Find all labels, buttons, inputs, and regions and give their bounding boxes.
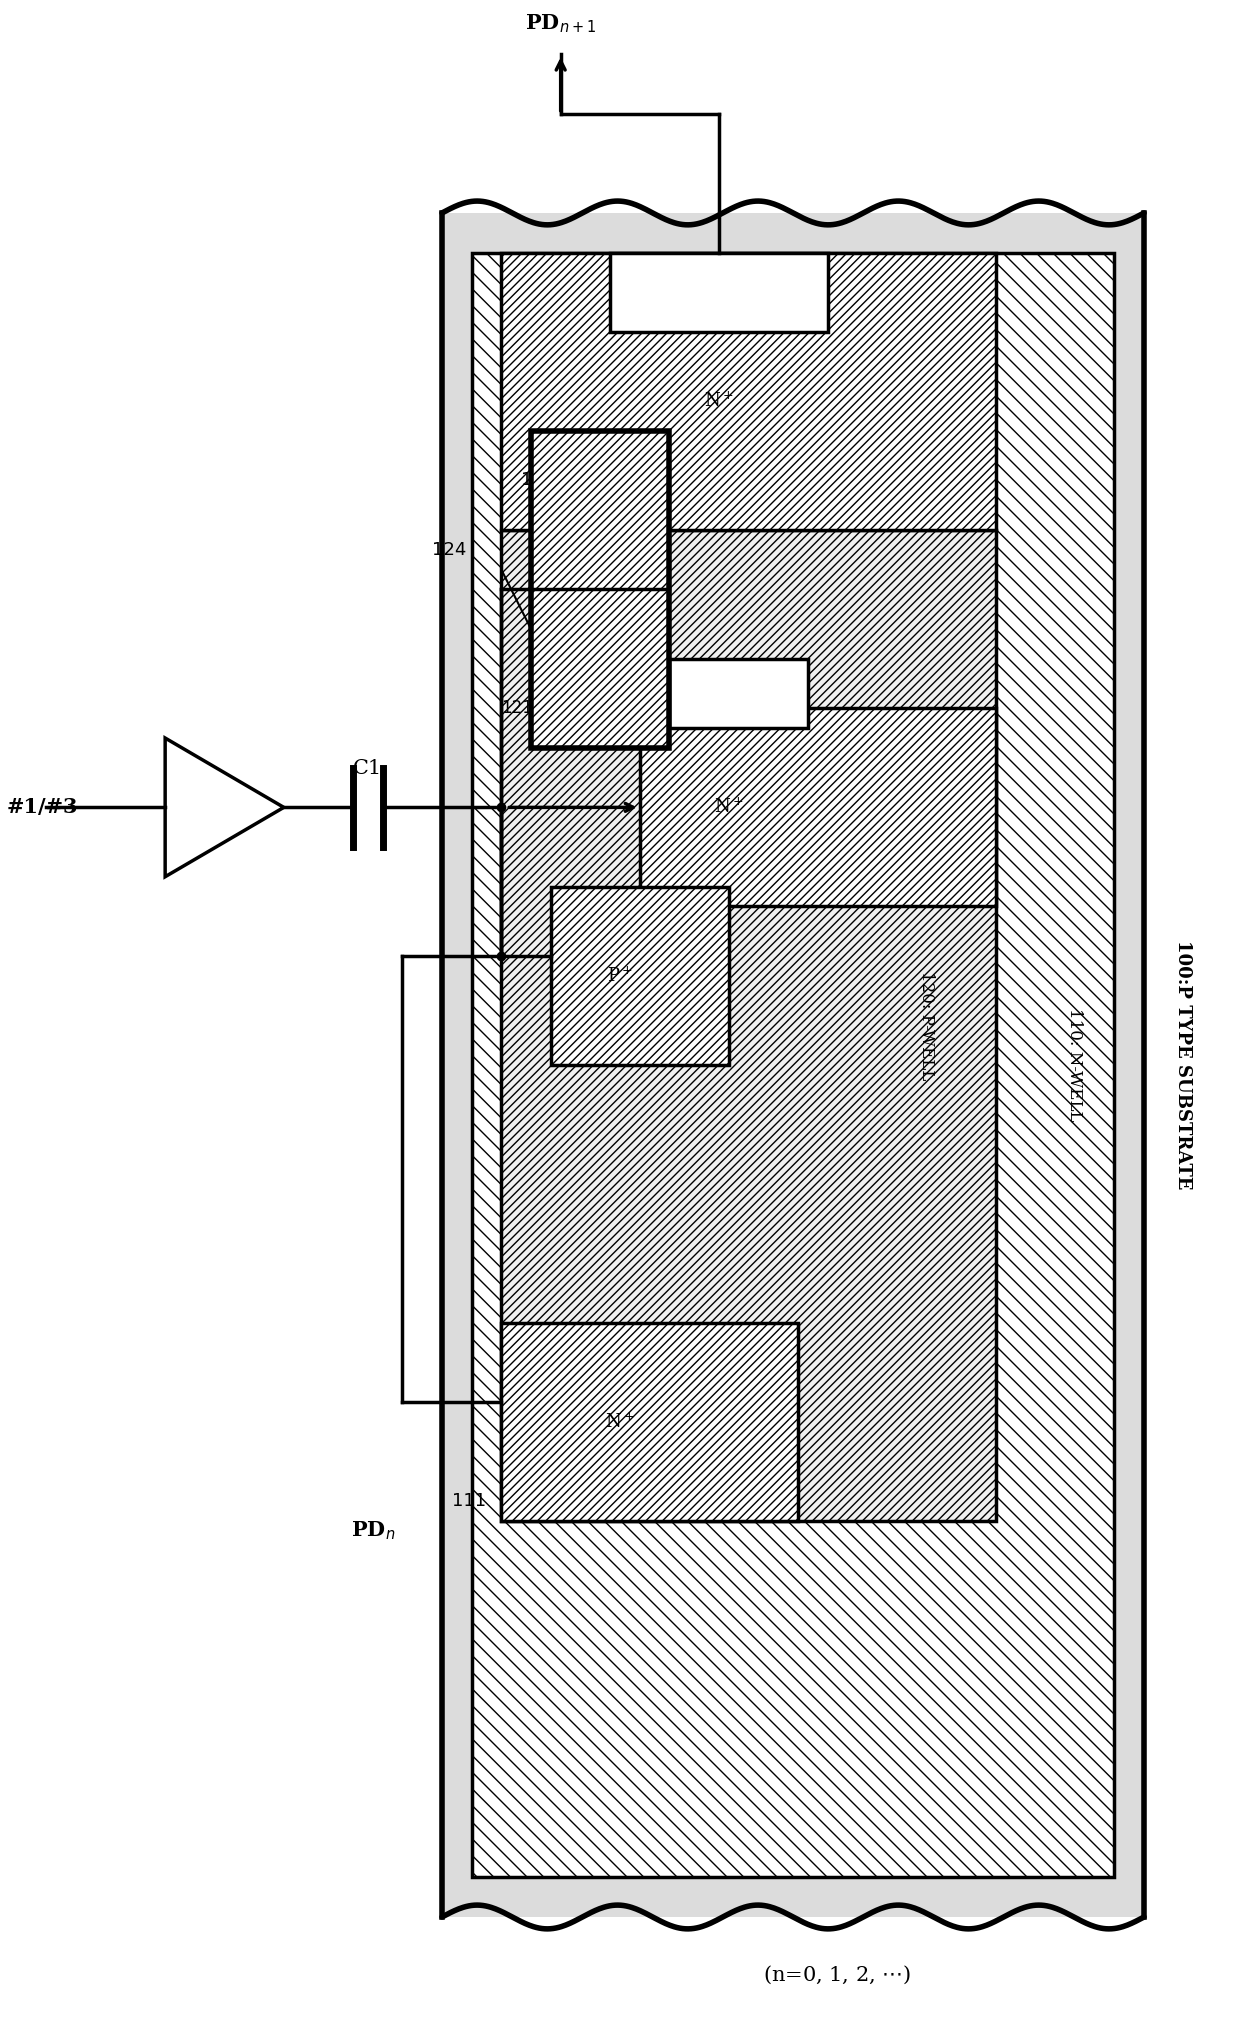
Text: N$^+$: N$^+$ (714, 797, 744, 817)
Text: PD$_{n+1}$: PD$_{n+1}$ (525, 12, 596, 34)
Bar (441, 212, 1145, 1918)
Text: (n=0, 1, 2, $\cdots$): (n=0, 1, 2, $\cdots$) (764, 1964, 911, 1987)
Text: 111: 111 (451, 1491, 486, 1509)
Bar (531, 431, 670, 749)
Text: 121: 121 (501, 700, 533, 718)
Text: N$^+$: N$^+$ (704, 392, 734, 411)
Text: N$^+$: N$^+$ (605, 1412, 635, 1432)
Text: 100:P TYPE SUBSTRATE: 100:P TYPE SUBSTRATE (1174, 941, 1192, 1190)
Text: 110: N-WELL: 110: N-WELL (1066, 1007, 1084, 1121)
Text: 122: 122 (570, 700, 603, 718)
Bar (670, 659, 808, 728)
Text: P$^+$: P$^+$ (608, 967, 632, 985)
Bar (501, 1323, 799, 1521)
Text: #1/#3: #1/#3 (7, 797, 78, 817)
Bar (501, 253, 996, 530)
Text: 123: 123 (521, 471, 556, 490)
Text: C1: C1 (353, 759, 382, 777)
Bar (610, 253, 827, 332)
Bar (501, 530, 996, 1521)
Bar (471, 253, 1115, 1877)
Bar (551, 886, 729, 1064)
Text: 124: 124 (432, 540, 466, 558)
Bar (640, 708, 996, 906)
Text: 120: P-WELL: 120: P-WELL (918, 971, 935, 1080)
Text: PD$_n$: PD$_n$ (351, 1519, 396, 1542)
